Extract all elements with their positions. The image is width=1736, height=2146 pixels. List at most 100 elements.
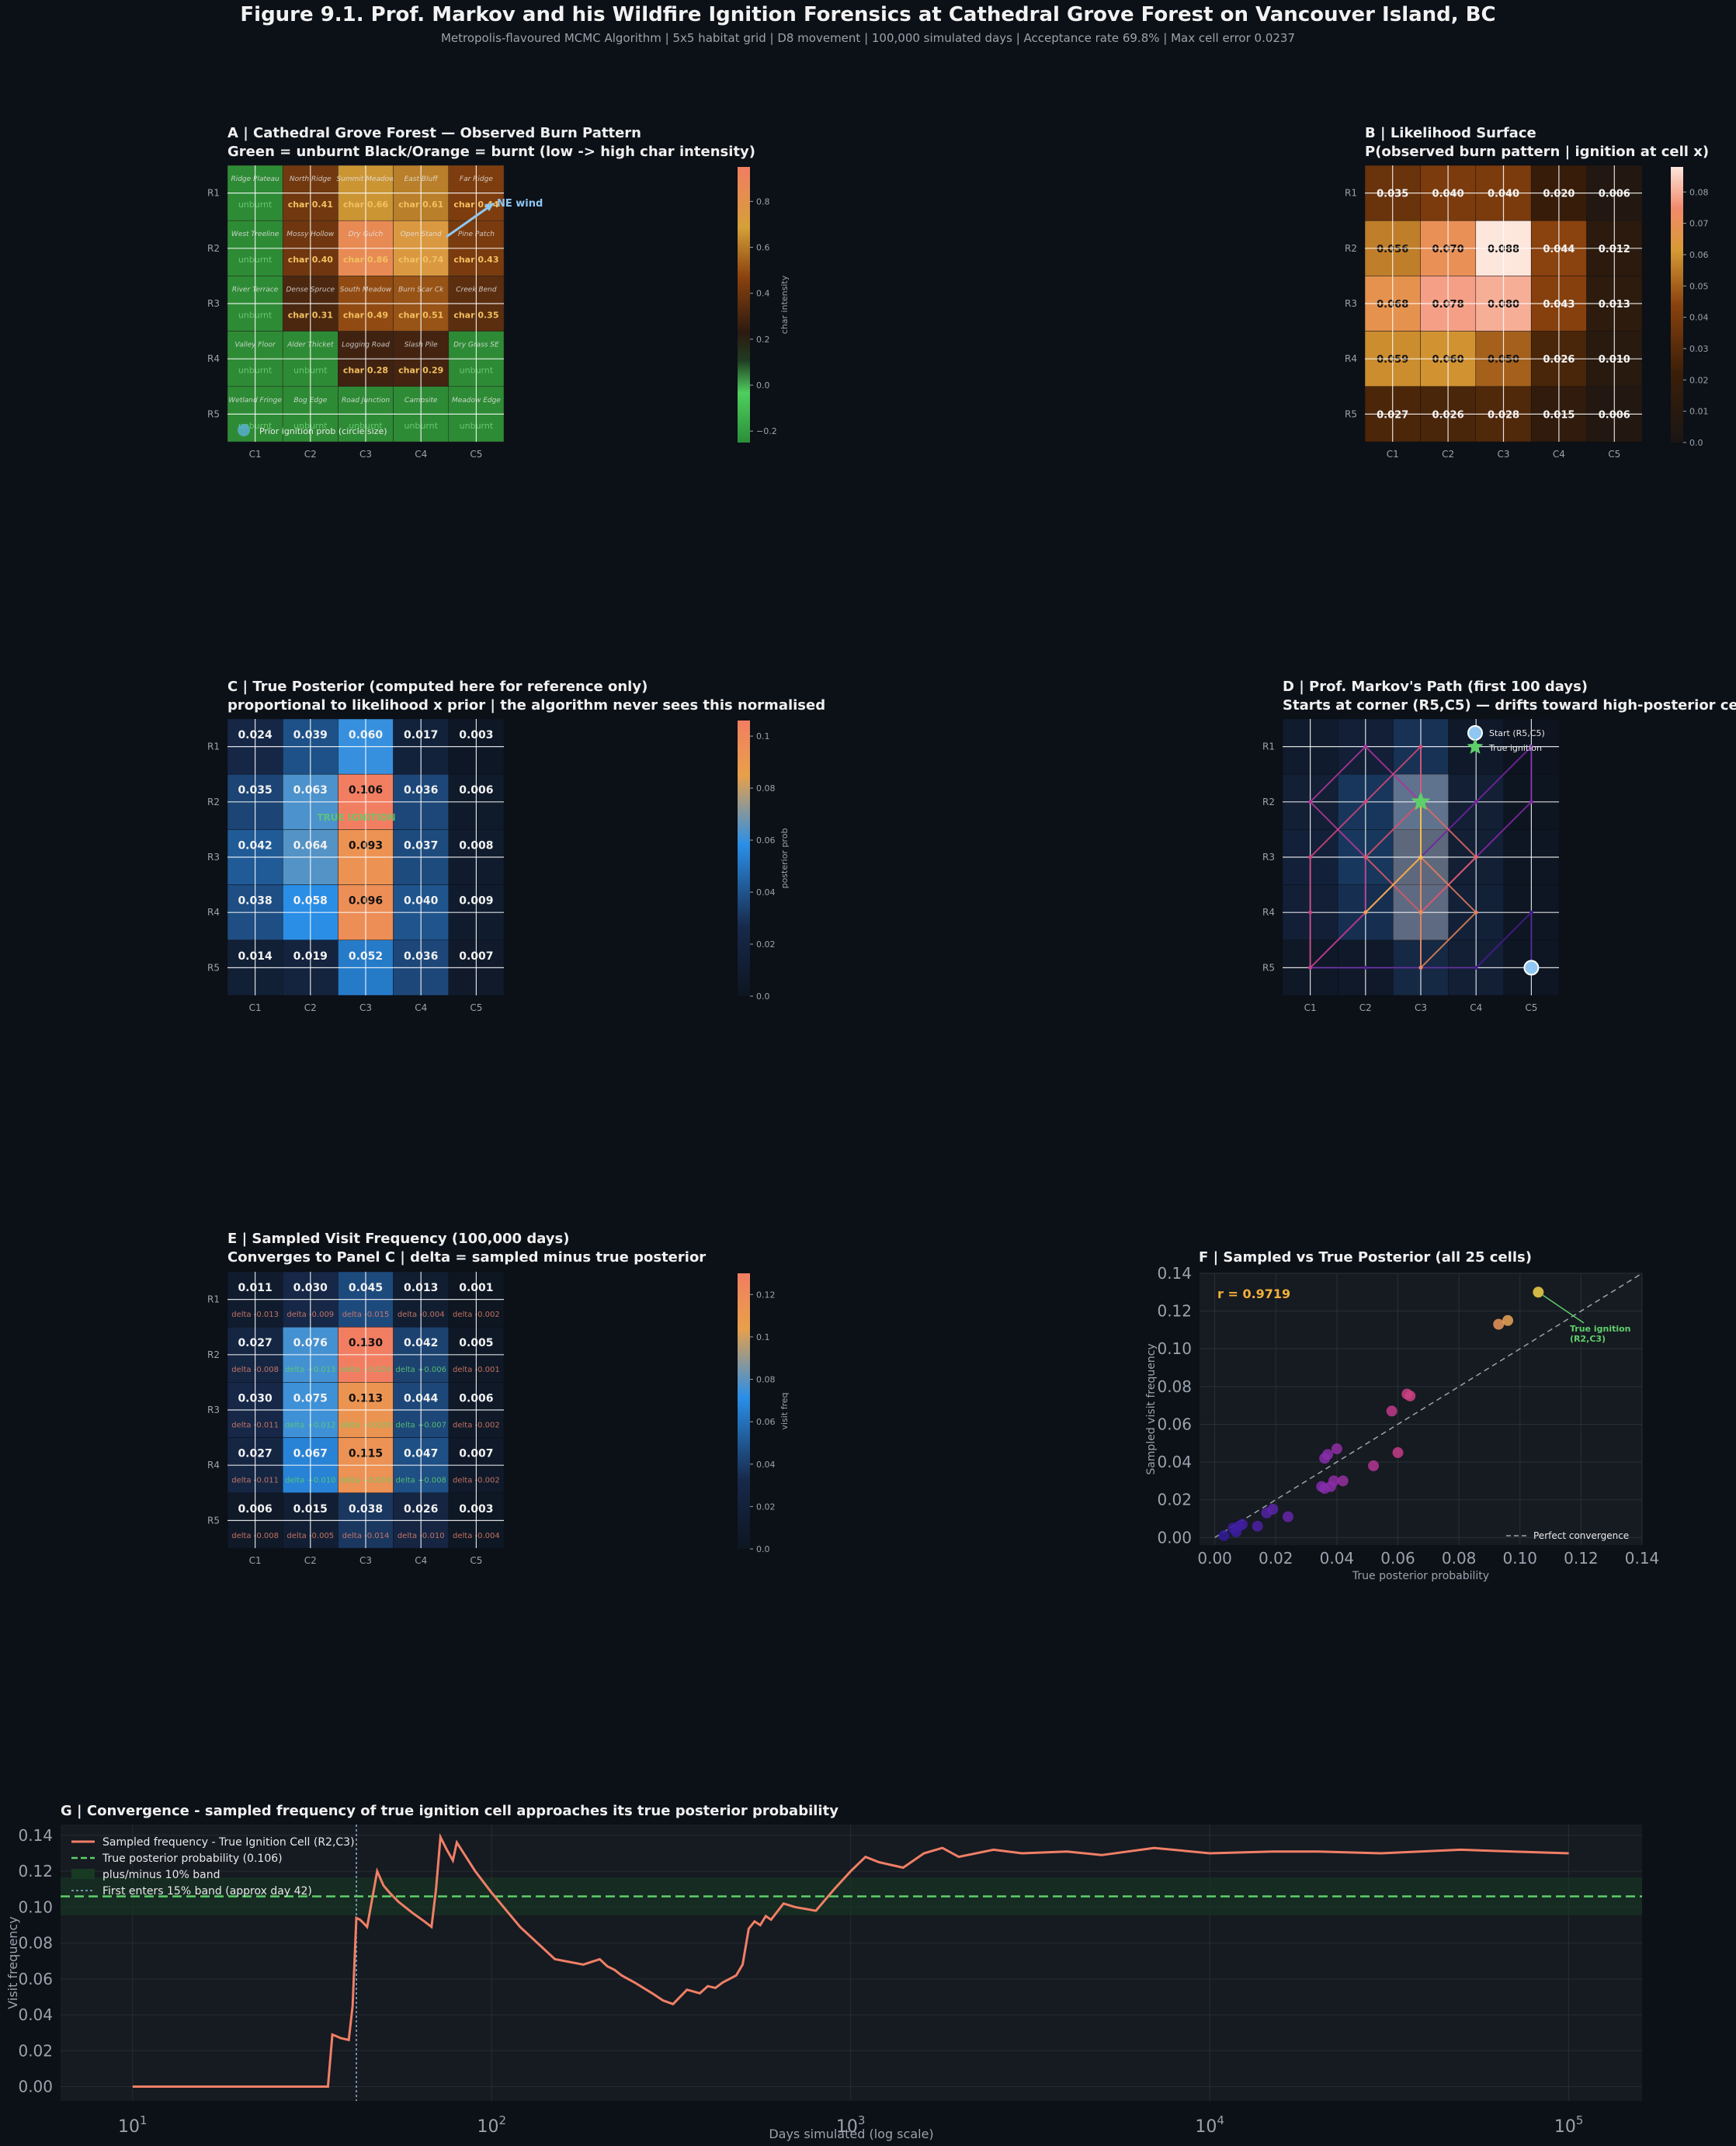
panel-e-colorbar-label: visit freq bbox=[779, 1392, 790, 1429]
panel-c-col-label: C3 bbox=[359, 1002, 372, 1013]
panel-g-legend-text: True posterior probability (0.106) bbox=[102, 1853, 283, 1865]
panel-f-point bbox=[1218, 1530, 1230, 1541]
panel-a-colorbar-tick-label: 0.4 bbox=[756, 289, 770, 299]
panel-c-col-label: C1 bbox=[249, 1002, 262, 1013]
panel-a-row-label: R3 bbox=[207, 298, 220, 309]
panel-f-point bbox=[1319, 1483, 1331, 1495]
panel-f-legend-text: Perfect convergence bbox=[1533, 1530, 1629, 1541]
panel-f-point bbox=[1267, 1503, 1279, 1515]
panel-f-ytick-label: 0.04 bbox=[1157, 1453, 1192, 1471]
panel-b-row-label: R5 bbox=[1345, 408, 1357, 419]
panel-e-colorbar-tick-label: 0.08 bbox=[756, 1375, 776, 1385]
panel-g-title: G | Convergence - sampled frequency of t… bbox=[61, 1803, 838, 1819]
panel-g-xtick-exponent: 2 bbox=[498, 2113, 506, 2127]
panel-e-col-label: C1 bbox=[249, 1555, 262, 1566]
panel-d-legend-ignition-text: True ignition bbox=[1488, 743, 1542, 753]
panel-f-point bbox=[1368, 1460, 1380, 1471]
panel-d-subtitle: Starts at corner (R5,C5) — drifts toward… bbox=[1283, 697, 1736, 714]
panel-b-colorbar-tick-label: 0.05 bbox=[1689, 281, 1709, 291]
panel-b-colorbar-tick-label: 0.04 bbox=[1689, 313, 1709, 323]
panel-g-series-line bbox=[132, 1832, 1569, 2088]
panel-d-col-label: C2 bbox=[1359, 1002, 1372, 1013]
panel-d-path-point bbox=[1418, 855, 1423, 859]
panel-e-subtitle: Converges to Panel C | delta = sampled m… bbox=[227, 1249, 707, 1266]
panel-c-col-label: C2 bbox=[304, 1002, 317, 1013]
panel-f-xtick-label: 0.08 bbox=[1442, 1549, 1477, 1568]
panel-d-col-label: C5 bbox=[1525, 1002, 1537, 1013]
panel-g-xlabel: Days simulated (log scale) bbox=[769, 2127, 933, 2141]
panel-b-row-label: R3 bbox=[1345, 298, 1357, 309]
panel-b-title: B | Likelihood Surface bbox=[1365, 125, 1536, 141]
panel-d-row-label: R1 bbox=[1262, 741, 1275, 752]
panel-b-colorbar-tick-label: 0.02 bbox=[1689, 375, 1709, 385]
panel-g-legend-band-marker bbox=[71, 1869, 95, 1879]
panel-a-col-label: C5 bbox=[470, 449, 482, 460]
panel-a-row-label: R4 bbox=[207, 353, 220, 364]
panel-f-ytick-label: 0.02 bbox=[1157, 1491, 1192, 1509]
panel-a-colorbar-tick-label: 0.0 bbox=[756, 380, 770, 391]
panel-a-colorbar-tick-label: 0.8 bbox=[756, 196, 770, 207]
panel-d-path-segment bbox=[1420, 801, 1477, 858]
panel-g-ytick-label: 0.00 bbox=[18, 2078, 53, 2096]
panel-f-point bbox=[1252, 1520, 1263, 1532]
panel-a-cell-name: East Bluff bbox=[404, 175, 439, 183]
panel-c-row-label: R3 bbox=[207, 852, 220, 863]
panel-d-legend-start-text: Start (R5,C5) bbox=[1489, 728, 1545, 738]
panel-f-xtick-label: 0.00 bbox=[1197, 1549, 1232, 1568]
panel-f-title: F | Sampled vs True Posterior (all 25 ce… bbox=[1199, 1249, 1532, 1266]
panel-g-ytick-label: 0.12 bbox=[18, 1862, 53, 1880]
panel-f-point bbox=[1331, 1443, 1342, 1455]
panel-c-colorbar-tick-label: 0.0 bbox=[756, 991, 770, 1002]
panel-e-colorbar-tick-label: 0.04 bbox=[756, 1460, 776, 1470]
panel-g-xtick-exponent: 4 bbox=[1217, 2113, 1224, 2127]
panel-f-ytick-label: 0.08 bbox=[1157, 1377, 1192, 1396]
panel-d-path-segment bbox=[1475, 801, 1533, 858]
panel-b-row-label: R2 bbox=[1345, 243, 1357, 254]
panel-a-row-label: R2 bbox=[207, 243, 220, 254]
panel-d-path-segment bbox=[1475, 912, 1533, 969]
panel-c-row-label: R4 bbox=[207, 907, 220, 918]
panel-e-row-label: R4 bbox=[207, 1460, 220, 1471]
panel-d-col-label: C1 bbox=[1304, 1002, 1317, 1013]
panel-a-col-label: C2 bbox=[304, 449, 317, 460]
panel-e-row-label: R2 bbox=[207, 1349, 220, 1360]
panel-a-colorbar-tick-label: 0.6 bbox=[756, 243, 770, 253]
panel-g-xtick-label: 105 bbox=[1554, 2113, 1584, 2137]
panel-d-title: D | Prof. Markov's Path (first 100 days) bbox=[1283, 679, 1588, 695]
panel-b-colorbar bbox=[1671, 167, 1683, 443]
panel-a-wind-arrow bbox=[446, 202, 495, 238]
panel-c-colorbar-tick-label: 0.02 bbox=[756, 939, 776, 950]
panel-a-col-label: C3 bbox=[359, 449, 372, 460]
panel-e-colorbar bbox=[738, 1273, 750, 1549]
panel-d-path-segment bbox=[1309, 745, 1366, 803]
panel-f-xtick-label: 0.02 bbox=[1259, 1549, 1293, 1568]
panel-c-annotation: TRUE IGNITION bbox=[317, 812, 395, 823]
panel-c-col-label: C5 bbox=[470, 1002, 482, 1013]
panel-c-subtitle: proportional to likelihood x prior | the… bbox=[227, 697, 826, 714]
panel-d-legend-start-marker bbox=[1467, 725, 1483, 741]
panel-e-col-label: C5 bbox=[470, 1555, 482, 1566]
panel-b-colorbar-tick-label: 0.07 bbox=[1689, 219, 1709, 229]
panel-f-point bbox=[1386, 1405, 1397, 1417]
panel-f-r-label: r = 0.9719 bbox=[1217, 1287, 1290, 1301]
panel-b-col-label: C3 bbox=[1497, 449, 1509, 460]
panel-a-title: A | Cathedral Grove Forest — Observed Bu… bbox=[227, 125, 641, 141]
panel-a-legend-marker bbox=[238, 424, 250, 436]
panel-e-colorbar-tick-label: 0.06 bbox=[756, 1417, 776, 1427]
panel-g-ytick-label: 0.14 bbox=[18, 1826, 53, 1845]
panel-f-ytick-label: 0.06 bbox=[1157, 1415, 1192, 1433]
panel-e-row-label: R5 bbox=[207, 1515, 220, 1526]
panel-e-title: E | Sampled Visit Frequency (100,000 day… bbox=[227, 1231, 570, 1247]
panel-e-col-label: C4 bbox=[415, 1555, 427, 1566]
panel-g-xtick-label: 102 bbox=[477, 2113, 506, 2137]
panel-a-cell-name: Valley Floor bbox=[234, 342, 276, 349]
panel-f-ytick-label: 0.12 bbox=[1157, 1302, 1192, 1321]
panel-b-row-label: R1 bbox=[1345, 188, 1357, 199]
panel-g-ylabel: Visit frequency bbox=[5, 1916, 20, 2009]
panel-d-start-marker bbox=[1523, 960, 1540, 976]
panel-g-plot-area bbox=[61, 1825, 1642, 2101]
panel-d-path-segment bbox=[1365, 856, 1422, 913]
panel-d-row-label: R5 bbox=[1262, 962, 1275, 973]
panel-f-ylabel: Sampled visit frequency bbox=[1145, 1343, 1158, 1474]
panel-d-col-label: C3 bbox=[1415, 1002, 1427, 1013]
